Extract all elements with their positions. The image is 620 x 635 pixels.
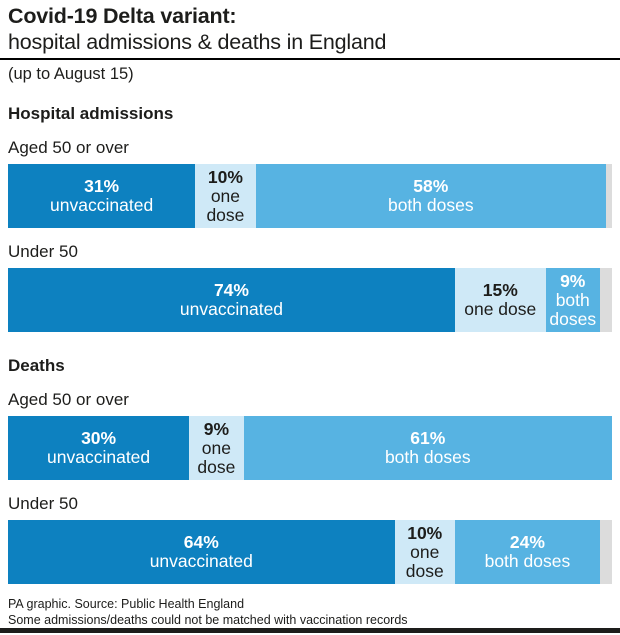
source-line: PA graphic. Source: Public Health Englan… bbox=[8, 597, 245, 611]
bar-segment-unvaccinated: 31% unvaccinated bbox=[8, 164, 196, 228]
bar-segment-one-dose: 15% one dose bbox=[454, 268, 546, 332]
footer-rule bbox=[0, 628, 620, 633]
bar-segment-one-dose: 9% one dose bbox=[189, 416, 244, 480]
bar-segment-remainder bbox=[605, 164, 612, 228]
bar-segment-remainder bbox=[599, 268, 612, 332]
segment-value: 10% bbox=[207, 166, 243, 187]
bar-segment-unvaccinated: 74% unvaccinated bbox=[8, 268, 455, 332]
bar-segment-both-doses: 9% both doses bbox=[545, 268, 600, 332]
segment-name: one dose bbox=[405, 541, 444, 581]
segment-name: unvaccinated bbox=[47, 447, 151, 467]
bar-segment-unvaccinated: 30% unvaccinated bbox=[8, 416, 190, 480]
caveat-line: Some admissions/deaths could not be matc… bbox=[8, 612, 408, 627]
bar-segment-both-doses: 61% both doses bbox=[243, 416, 612, 480]
segment-value: 9% bbox=[560, 270, 586, 291]
source-note: PA graphic. Source: Public Health Englan… bbox=[8, 597, 612, 628]
segment-value: 64% bbox=[183, 532, 219, 552]
stacked-bar: 64% unvaccinated 10% one dose 24% both doses bbox=[8, 520, 612, 584]
stacked-bar: 31% unvaccinated 10% one dose 58% both doses bbox=[8, 164, 612, 228]
section-heading: Hospital admissions bbox=[8, 104, 174, 123]
row-label: Aged 50 or over bbox=[8, 138, 129, 157]
date-note: (up to August 15) bbox=[8, 65, 134, 83]
segment-value: 58% bbox=[413, 176, 449, 196]
segment-name: one dose bbox=[206, 185, 245, 225]
title-divider bbox=[0, 58, 620, 60]
segment-name: unvaccinated bbox=[149, 551, 253, 571]
segment-name: both doses bbox=[484, 551, 571, 571]
segment-value: 31% bbox=[84, 176, 120, 196]
segment-name: unvaccinated bbox=[179, 299, 284, 319]
segment-name: both doses bbox=[384, 447, 471, 467]
segment-name: one dose bbox=[464, 299, 537, 319]
segment-value: 10% bbox=[407, 522, 443, 543]
segment-value: 9% bbox=[203, 418, 230, 439]
bar-segment-one-dose: 10% one dose bbox=[195, 164, 256, 228]
segment-value: 15% bbox=[482, 280, 518, 300]
row-label: Aged 50 or over bbox=[8, 390, 129, 409]
segment-name: one dose bbox=[197, 437, 236, 477]
bar-segment-one-dose: 10% one dose bbox=[394, 520, 455, 584]
row-label: Under 50 bbox=[8, 494, 78, 513]
segment-value: 74% bbox=[213, 280, 249, 300]
section-heading: Deaths bbox=[8, 356, 65, 375]
chart-sections: Hospital admissions Aged 50 or over 31% unv… bbox=[8, 104, 612, 584]
segment-value: 24% bbox=[509, 532, 545, 552]
stacked-bar: 74% unvaccinated 15% one dose 9% both doses bbox=[8, 268, 612, 332]
bar-segment-both-doses: 24% both doses bbox=[454, 520, 600, 584]
segment-value: 61% bbox=[410, 428, 446, 448]
segment-name: both doses bbox=[387, 195, 474, 215]
bar-segment-unvaccinated: 64% unvaccinated bbox=[8, 520, 395, 584]
bar-segment-both-doses: 58% both doses bbox=[255, 164, 606, 228]
segment-value: 30% bbox=[81, 428, 117, 448]
bar-segment-remainder bbox=[599, 520, 612, 584]
segment-name: unvaccinated bbox=[50, 195, 154, 215]
page-title-line1: Covid-19 Delta variant: bbox=[8, 4, 237, 28]
segment-name: both doses bbox=[549, 289, 597, 329]
page-title-line2: hospital admissions & deaths in England bbox=[8, 30, 387, 54]
stacked-bar: 30% unvaccinated 9% one dose 61% both doses bbox=[8, 416, 612, 480]
row-label: Under 50 bbox=[8, 242, 78, 261]
